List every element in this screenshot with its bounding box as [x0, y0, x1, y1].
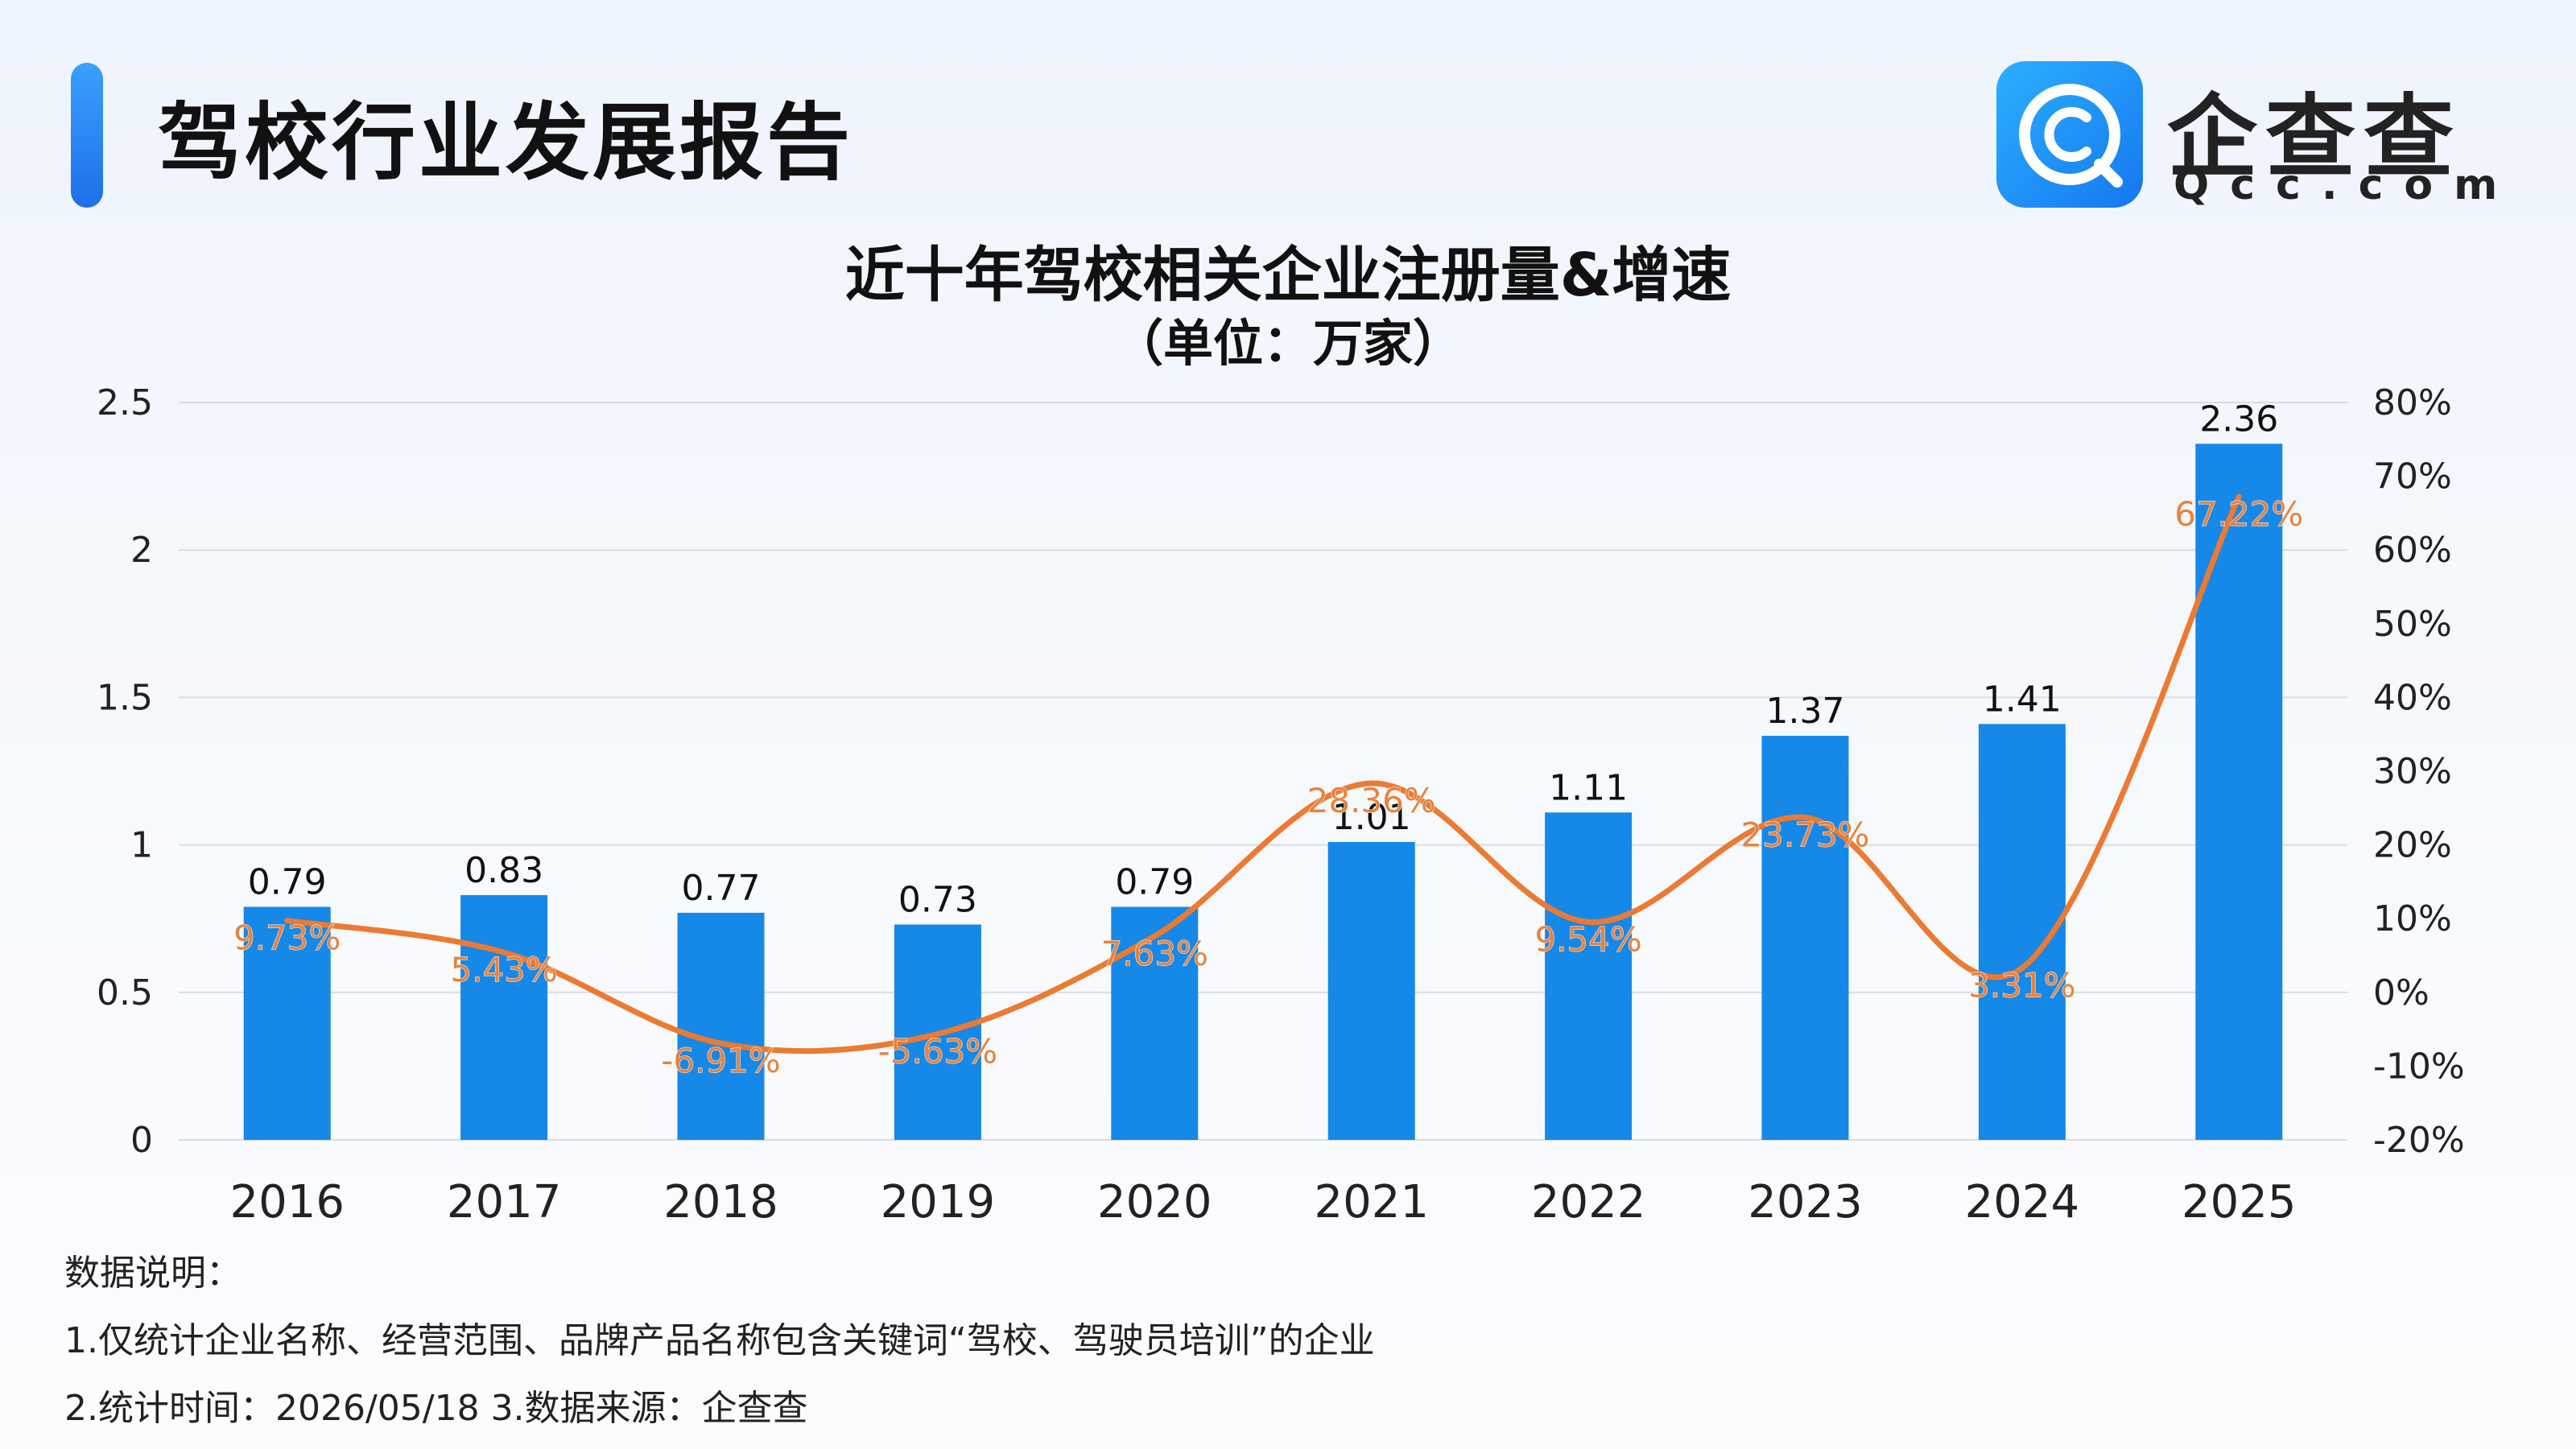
- bar-value-label: 0.79: [1115, 862, 1194, 903]
- growth-rate-label: 67.22%: [2174, 494, 2303, 534]
- bar: [1327, 841, 1415, 1140]
- growth-rate-label: -5.63%: [878, 1031, 998, 1071]
- y-right-tick-label: 80%: [2373, 382, 2452, 423]
- growth-rate-label: -6.91%: [661, 1041, 781, 1080]
- y-right-tick-label: 0%: [2373, 972, 2429, 1013]
- bar: [1545, 812, 1633, 1140]
- bar: [1761, 736, 1849, 1140]
- bar-value-label: 1.01: [1332, 797, 1411, 838]
- y-right-tick-label: 10%: [2373, 898, 2452, 939]
- chart-subtitle: （单位：万家）: [1113, 314, 1463, 373]
- brand-domain: Qcc.com: [2174, 161, 2519, 209]
- y-right-tick-label: 50%: [2373, 604, 2452, 645]
- y-right-tick-label: 70%: [2373, 456, 2452, 497]
- y-left-tick-label: 0: [130, 1120, 153, 1161]
- bar-value-label: 0.79: [248, 862, 327, 903]
- growth-rate-label: 3.31%: [1968, 965, 2075, 1005]
- bar: [2195, 444, 2283, 1140]
- bar-value-label: 1.37: [1766, 691, 1845, 732]
- growth-rate-label: 23.73%: [1740, 815, 1869, 854]
- growth-rate-line: [284, 493, 2242, 1055]
- y-right-tick-label: -10%: [2373, 1046, 2465, 1087]
- x-tick-label: 2016: [229, 1176, 345, 1228]
- title-accent-bar: [71, 63, 103, 208]
- data-notes: 数据说明： 1.仅统计企业名称、经营范围、品牌产品名称包含关键词“驾校、驾驶员培…: [64, 1240, 1375, 1443]
- y-left-tick-label: 1.5: [97, 677, 153, 718]
- notes-heading: 数据说明：: [64, 1253, 242, 1294]
- x-tick-label: 2022: [1531, 1176, 1646, 1228]
- bar-value-label: 0.77: [682, 868, 761, 909]
- growth-rate-label: 9.73%: [233, 919, 341, 958]
- x-tick-label: 2017: [447, 1176, 562, 1228]
- qcc-logo-icon: [1996, 61, 2143, 208]
- bar: [677, 912, 765, 1140]
- growth-rate-label: 9.54%: [1534, 919, 1641, 959]
- bar: [460, 894, 548, 1140]
- notes-line-1: 1.仅统计企业名称、经营范围、品牌产品名称包含关键词“驾校、驾驶员培训”的企业: [64, 1320, 1375, 1361]
- brand-name: 企查查: [2167, 85, 2462, 190]
- growth-rate-label: 5.43%: [450, 950, 557, 989]
- bar-value-label: 2.36: [2199, 398, 2278, 440]
- y-right-tick-label: 40%: [2373, 677, 2452, 718]
- bar: [243, 906, 331, 1140]
- y-left-tick-label: 2: [130, 530, 153, 571]
- growth-rate-label: 28.36%: [1307, 781, 1436, 820]
- bar: [1111, 906, 1199, 1140]
- bar-value-label: 1.41: [1983, 679, 2062, 720]
- x-tick-label: 2024: [1965, 1176, 2080, 1228]
- x-tick-label: 2019: [881, 1176, 996, 1228]
- report-title: 驾校行业发展报告: [158, 93, 854, 192]
- x-tick-label: 2023: [1748, 1176, 1863, 1228]
- bar-value-label: 0.73: [898, 880, 977, 921]
- y-right-tick-label: 20%: [2373, 825, 2452, 866]
- x-tick-label: 2020: [1097, 1176, 1212, 1228]
- y-right-tick-label: 60%: [2373, 530, 2452, 571]
- notes-line-2: 2.统计时间：2026/05/18 3.数据来源：企查查: [64, 1388, 808, 1429]
- x-tick-label: 2021: [1314, 1176, 1429, 1228]
- growth-rate-label: 7.63%: [1101, 934, 1208, 973]
- y-left-tick-label: 2.5: [97, 382, 153, 423]
- bar-value-label: 1.11: [1549, 767, 1628, 808]
- y-left-tick-label: 0.5: [97, 972, 153, 1013]
- y-right-tick-label: 30%: [2373, 751, 2452, 792]
- chart-title: 近十年驾校相关企业注册量&增速: [844, 241, 1732, 310]
- y-right-tick-label: -20%: [2373, 1120, 2465, 1161]
- bar-value-label: 0.83: [464, 850, 543, 891]
- y-left-tick-label: 1: [130, 825, 153, 866]
- x-tick-label: 2025: [2182, 1176, 2297, 1228]
- x-tick-label: 2018: [663, 1176, 778, 1228]
